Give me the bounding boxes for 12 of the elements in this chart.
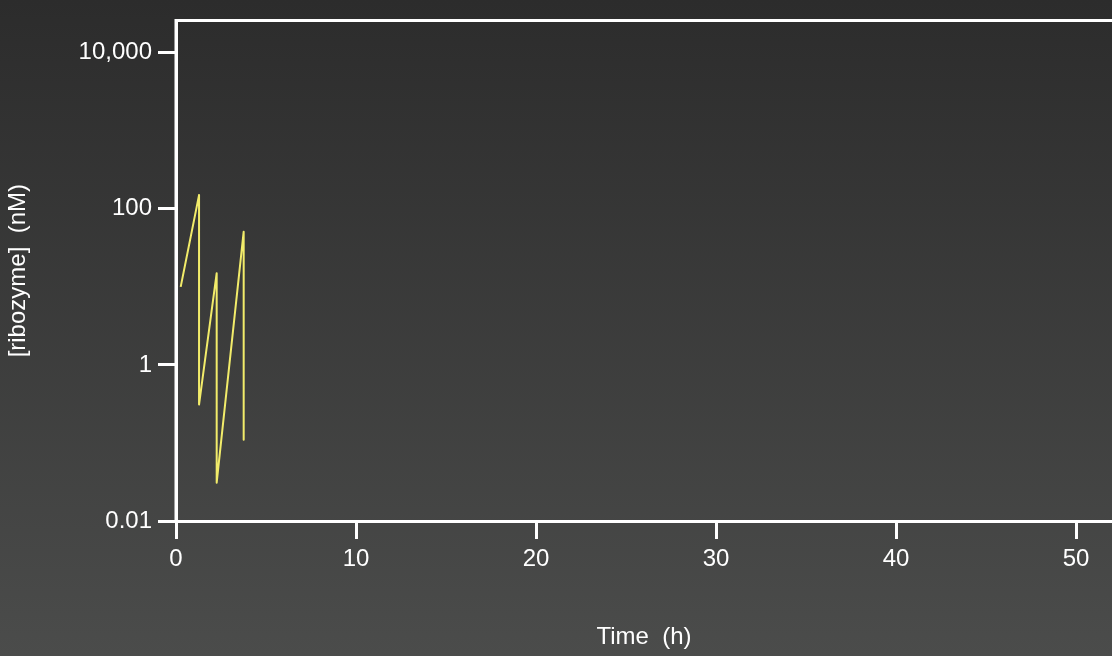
y-tick-label: 1	[138, 349, 152, 377]
x-tick-label: 0	[169, 544, 183, 572]
x-tick-label: 10	[342, 544, 370, 572]
x-tick-label: 40	[882, 544, 910, 572]
y-tick-label: 100	[111, 193, 152, 221]
x-tick-label: 30	[702, 544, 730, 572]
x-tick-label: 20	[522, 544, 550, 572]
y-tick-label: 10,000	[78, 37, 152, 65]
x-axis-title: Time (h)	[596, 622, 692, 650]
y-tick-label: 0.01	[105, 505, 152, 533]
y-axis-title: [ribozyme] (nM)	[3, 184, 31, 358]
x-tick-label: 50	[1062, 544, 1090, 572]
